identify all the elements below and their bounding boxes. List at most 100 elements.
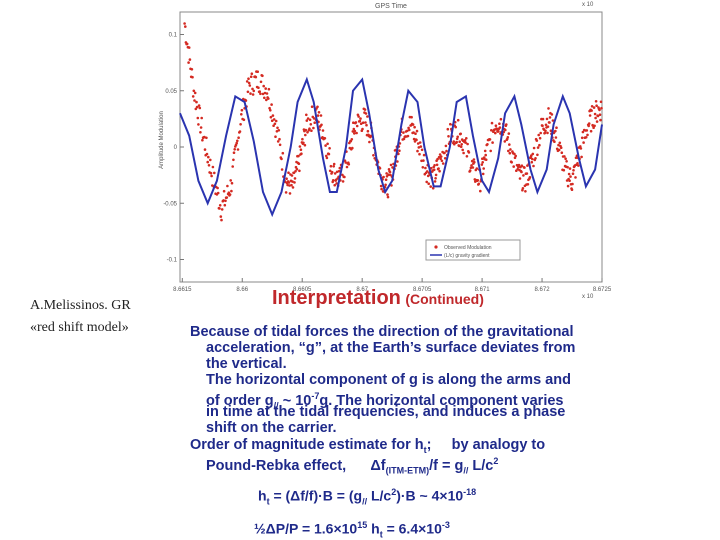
observed-point [276,140,280,143]
observed-point [469,166,473,170]
observed-point [297,154,300,158]
observed-point [355,124,359,128]
observed-point [237,136,240,139]
observed-point [559,146,563,149]
observed-point [411,123,415,126]
observed-point [265,92,269,95]
observed-point [564,157,567,160]
observed-point [590,105,594,108]
observed-point [211,165,215,169]
observed-point [517,163,521,167]
observed-point [473,160,476,164]
observed-point [327,152,331,156]
x-tick-label: 8.6705 [413,287,432,293]
observed-point [535,139,539,142]
observed-point [447,135,450,138]
observed-point [489,149,493,153]
observed-point [595,104,598,107]
observed-point [397,152,400,156]
observed-point [265,98,268,102]
observed-point [258,90,262,93]
observed-point [416,149,419,153]
observed-point [231,165,234,168]
observed-point [291,180,294,183]
y-tick-label: 0.05 [165,89,177,95]
observed-point [187,61,190,64]
observed-point [359,122,363,125]
observed-point [406,129,409,133]
observed-point [187,46,191,49]
observed-point [438,169,441,173]
observed-point [197,104,201,107]
observed-point [297,162,301,165]
equation-dp: ½ΔP/P = 1.6×1015 ht = 6.4×10-3 [254,520,450,540]
observed-point [571,172,575,175]
observed-point [328,169,332,173]
observed-point [278,143,282,147]
observed-point [317,111,321,114]
observed-point [595,120,599,123]
observed-point [294,170,297,173]
text-line-3: the vertical. [206,356,287,372]
eq-ht-tail: L/c [370,487,392,504]
eq-ht-mid: = (Δf/f)·B = (g [273,487,363,504]
legend-label-observed: Observed Modulation [444,245,492,251]
observed-point [512,165,515,168]
observed-point [218,204,222,207]
observed-point [332,162,336,166]
observed-point [384,183,387,187]
observed-point [252,89,256,93]
observed-point [357,115,360,118]
observed-point [598,113,602,116]
observed-point [562,168,566,172]
observed-point [312,117,316,120]
observed-point [232,158,235,162]
observed-point [594,100,598,103]
observed-point [407,126,410,130]
observed-point [316,114,320,117]
x-tick-label: 8.671 [475,287,491,293]
observed-point [326,142,329,146]
observed-point [454,125,458,129]
observed-point [572,169,575,172]
observed-point [433,180,437,183]
observed-point [270,103,273,106]
observed-point [541,117,545,121]
observed-point [341,173,344,177]
observed-point [353,132,356,135]
observed-point [352,121,355,124]
observed-point [598,108,601,112]
observed-point [200,116,203,120]
observed-point [599,118,602,122]
observed-point [329,164,333,168]
observed-point [304,128,308,132]
observed-point [457,144,461,148]
observed-point [320,123,323,127]
observed-point [227,191,231,194]
observed-point [261,74,264,78]
observed-point [387,173,390,176]
observed-point [216,191,220,195]
observed-point [319,114,323,117]
observed-point [507,132,511,135]
observed-point [325,156,329,160]
y-axis-label: Amplitude Modulation [159,111,165,169]
observed-point [582,141,585,144]
observed-point [571,182,574,186]
observed-point [435,163,439,167]
observed-point [184,25,187,28]
observed-point [412,131,415,134]
observed-point [421,166,425,169]
observed-point [366,129,370,133]
text-line-9: Pound-Rebka effect, Δf(ITM-ETM)/f = g// … [206,456,499,476]
observed-point [569,175,572,178]
observed-point [513,152,516,156]
observed-point [355,131,358,135]
observed-point [514,154,517,158]
observed-point [368,140,371,144]
observed-point [263,96,266,100]
observed-point [293,177,297,180]
observed-point [576,162,579,165]
observed-point [233,148,236,151]
observed-point [220,218,223,222]
